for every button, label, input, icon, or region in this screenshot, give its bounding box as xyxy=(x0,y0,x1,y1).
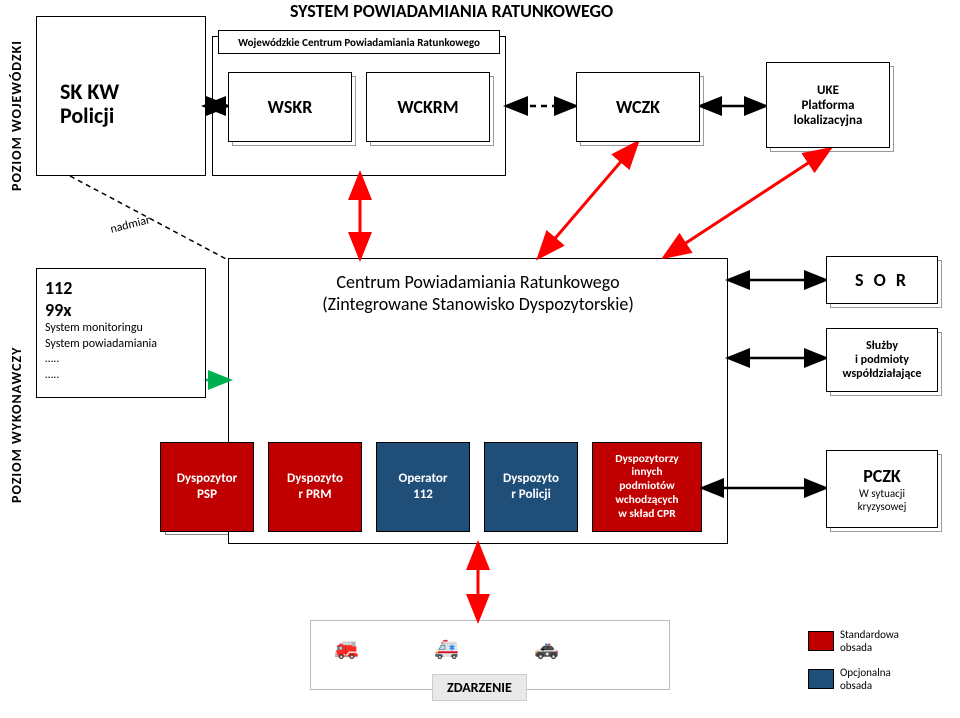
legend-opc: Opcjonalna obsada xyxy=(808,666,891,692)
legend-opc-swatch xyxy=(808,669,834,689)
dispatcher-psp: Dyspozytor PSP xyxy=(160,442,254,532)
vehicle-ambulance-icon: 🚑 xyxy=(434,636,459,661)
legend-opc-label: Opcjonalna obsada xyxy=(840,666,891,692)
pczk-label: PCZK xyxy=(858,465,907,487)
midleft-l5: ….. xyxy=(45,352,157,368)
vehicle-police-icon: 🚓 xyxy=(534,636,559,661)
pczk-sub: W sytuacji kryzysowej xyxy=(858,487,907,513)
zdarzenie-label: ZDARZENIE xyxy=(432,674,527,701)
wskr-box: WSKR xyxy=(228,72,352,142)
midleft-l3: System monitoringu xyxy=(45,321,157,337)
wckrm-box: WCKRM xyxy=(366,72,490,142)
sluzby-box: Służby i podmioty współdziałające xyxy=(826,328,938,392)
left-label-woj: POZIOM WOJEWÓDZKI xyxy=(8,30,25,200)
dispatcher-op112: Operator 112 xyxy=(376,442,470,532)
wczk-box: WCZK xyxy=(576,72,700,142)
midleft-l4: System powiadamiania xyxy=(45,337,157,353)
legend-std-swatch xyxy=(808,631,834,651)
skkw-label: SK KW Policji xyxy=(60,80,119,128)
midleft-l6: ….. xyxy=(45,368,157,384)
left-label-wyk: POZIOM WYKONAWCZY xyxy=(8,310,25,540)
dispatcher-pol: Dyspozyto r Policji xyxy=(484,442,578,532)
legend-std: Standardowa obsada xyxy=(808,628,899,654)
nadmiar-label: nadmiar xyxy=(109,213,152,236)
pczk-box: PCZK W sytuacji kryzysowej xyxy=(826,450,938,528)
dispatcher-inne: Dyspozytorzy innych podmiotów wchodzącyc… xyxy=(592,442,702,532)
midleft-112: 112 xyxy=(45,277,157,299)
legend-std-label: Standardowa obsada xyxy=(840,628,899,654)
uke-box: UKE Platforma lokalizacyjna xyxy=(766,62,890,148)
wcpr-title: Wojewódzkie Centrum Powiadamiania Ratunk… xyxy=(218,30,500,54)
midleft-box: 112 99x System monitoringu System powiad… xyxy=(36,268,206,398)
sor-box: S O R xyxy=(826,256,938,304)
vehicle-fire-icon: 🚒 xyxy=(334,636,359,661)
page-title: SYSTEM POWIADAMIANIA RATUNKOWEGO xyxy=(290,2,613,22)
midleft-99x: 99x xyxy=(45,299,157,321)
dispatcher-prm: Dyspozyto r PRM xyxy=(268,442,362,532)
